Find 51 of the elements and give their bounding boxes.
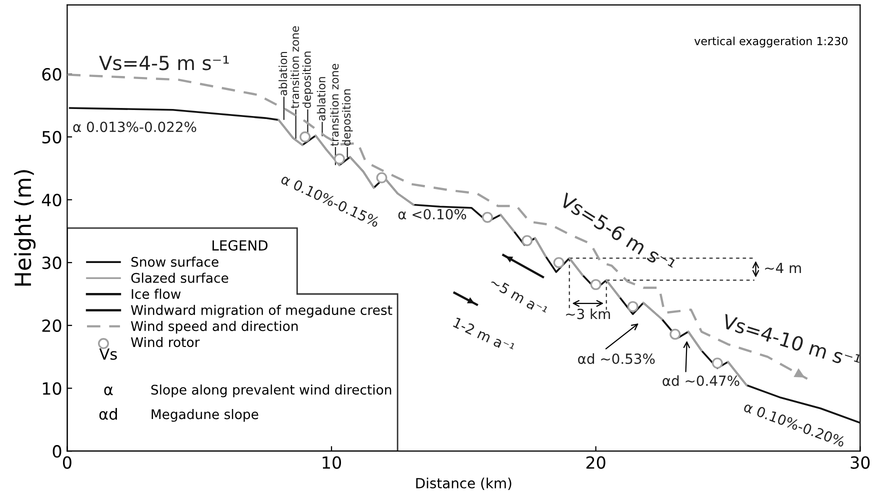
annotation: ablation: [278, 52, 288, 96]
legend-label: Snow surface: [131, 256, 218, 267]
legend-label: Glazed surface: [131, 272, 228, 283]
y-tick-label: 10: [42, 382, 62, 395]
point: [482, 212, 493, 223]
point: [553, 257, 564, 268]
legend-label: Windward migration of megadune crest: [130, 304, 392, 318]
annotation: ~4 m: [765, 262, 801, 274]
annotation: αd ~0.47%: [662, 375, 740, 386]
y-tick-label: 30: [42, 256, 62, 270]
legend-label: Wind speed and direction: [130, 320, 298, 334]
y-tick-label: 20: [42, 319, 62, 332]
x-tick-label: 30: [850, 456, 870, 469]
legend-title: LEGEND: [212, 240, 268, 251]
y-tick-label: 0: [52, 445, 62, 458]
annotation: ~5 m a⁻¹: [489, 276, 548, 317]
annotation: Megadune slope: [152, 409, 258, 422]
y-tick-label: 40: [42, 194, 62, 206]
annotation: transition zone: [330, 64, 339, 146]
x-axis-title: Distance (km): [416, 478, 512, 490]
annotation: deposition: [342, 89, 353, 146]
y-axis-title: Height (m): [14, 170, 36, 286]
point: [522, 235, 533, 246]
point: [712, 358, 723, 369]
annotation: transition zone: [290, 26, 300, 108]
point: [627, 301, 638, 312]
annotation: α 0.013%-0.022%: [73, 122, 196, 132]
point: [670, 328, 681, 340]
point: [300, 131, 311, 142]
point: [590, 279, 602, 290]
point: [376, 172, 388, 184]
annotation: vertical exaggeration 1:230: [694, 36, 848, 48]
point: [334, 153, 345, 164]
annotation: ~3 km: [566, 308, 610, 320]
legend-label: Wind rotor: [130, 336, 200, 348]
annotation: Slope along prevalent wind direction: [151, 384, 392, 398]
x-tick-label: 20: [586, 456, 606, 469]
annotation: α <0.10%: [398, 208, 466, 220]
annotation: Vs: [99, 348, 117, 360]
y-tick-label: 60: [42, 68, 62, 81]
x-tick-label: 0: [62, 456, 72, 469]
annotation: ablation: [316, 77, 326, 121]
x-tick-label: 10: [322, 456, 341, 469]
y-tick-label: 50: [42, 130, 62, 144]
annotation: deposition: [302, 52, 314, 108]
annotation: αd: [99, 408, 117, 420]
annotation: 1-2 m a⁻¹: [452, 317, 516, 354]
annotation: Vs=4-5 m s⁻¹: [99, 56, 229, 70]
legend-label: Ice flow: [132, 288, 181, 299]
annotation: αd ~0.53%: [578, 353, 655, 364]
annotation: α: [104, 386, 113, 396]
